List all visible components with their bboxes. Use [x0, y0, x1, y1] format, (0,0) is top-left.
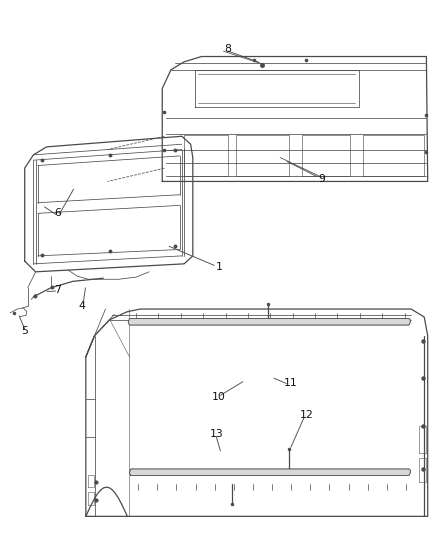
Text: 4: 4: [78, 301, 85, 311]
Polygon shape: [130, 469, 410, 475]
Text: 12: 12: [300, 410, 313, 421]
Text: 7: 7: [54, 286, 61, 295]
Text: 9: 9: [318, 174, 325, 184]
Text: 6: 6: [54, 208, 61, 219]
Polygon shape: [128, 319, 410, 325]
Text: 1: 1: [215, 262, 223, 271]
Text: 5: 5: [21, 326, 28, 336]
Text: 8: 8: [224, 44, 231, 53]
Text: 11: 11: [284, 378, 298, 389]
Text: 13: 13: [210, 429, 224, 439]
Text: 10: 10: [212, 392, 226, 402]
